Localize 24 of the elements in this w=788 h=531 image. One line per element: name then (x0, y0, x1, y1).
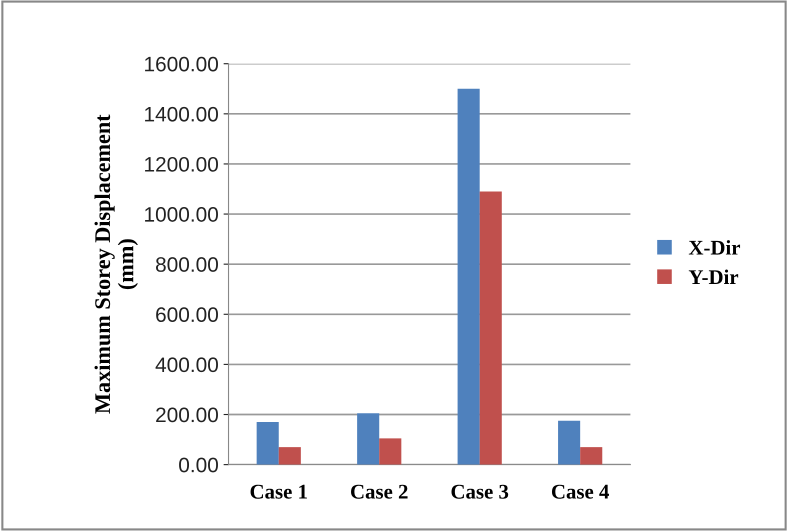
bar (256, 422, 279, 465)
y-tick-label: 1600.00 (145, 56, 218, 72)
y-tick-label: 1400.00 (145, 106, 218, 122)
x-tick-label: Case 4 (552, 484, 609, 499)
bar (357, 413, 380, 465)
bar (278, 447, 301, 465)
y-tick-label: 1200.00 (145, 156, 218, 172)
bar (458, 88, 480, 465)
y-tick-label: 1000.00 (145, 207, 218, 222)
x-tick-label: Case 2 (351, 484, 408, 499)
bar (558, 420, 580, 465)
y-tick-label: 800.00 (156, 257, 218, 272)
x-tick-label: Case 1 (250, 484, 307, 499)
y-tick-label: 200.00 (156, 408, 218, 422)
y-axis-title: Maximum Storey Displacement (mm) (94, 114, 138, 414)
legend-label: X-Dir (688, 240, 740, 255)
y-tick-label: 600.00 (156, 307, 218, 322)
bar (480, 192, 502, 465)
y-tick-label: 400.00 (156, 357, 218, 372)
bar (379, 438, 402, 465)
bar (580, 447, 602, 465)
x-tick-label: Case 3 (451, 484, 508, 499)
y-tick-label: 0.00 (179, 458, 218, 472)
legend-label: Y-Dir (688, 270, 738, 284)
